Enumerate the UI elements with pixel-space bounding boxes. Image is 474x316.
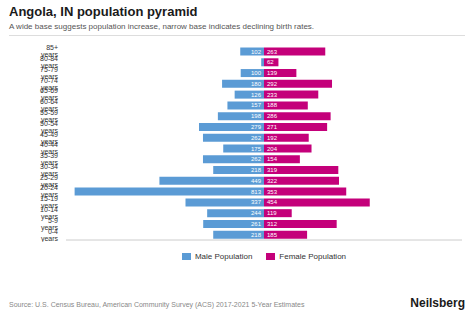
- svg-text:271: 271: [267, 124, 278, 130]
- svg-text:100: 100: [251, 70, 262, 76]
- svg-text:233: 233: [267, 92, 278, 98]
- svg-text:154: 154: [267, 156, 278, 162]
- svg-text:62: 62: [267, 59, 274, 65]
- svg-text:185: 185: [267, 232, 278, 238]
- svg-text:244: 244: [251, 210, 262, 216]
- svg-text:261: 261: [251, 221, 262, 227]
- svg-text:218: 218: [251, 232, 262, 238]
- svg-text:454: 454: [267, 199, 278, 205]
- svg-text:312: 312: [267, 221, 278, 227]
- svg-text:353: 353: [267, 189, 278, 195]
- svg-text:175: 175: [251, 146, 262, 152]
- svg-text:192: 192: [267, 135, 278, 141]
- svg-text:102: 102: [251, 49, 262, 55]
- svg-text:218: 218: [251, 167, 262, 173]
- svg-text:126: 126: [251, 92, 262, 98]
- svg-text:813: 813: [251, 189, 262, 195]
- svg-text:322: 322: [267, 178, 278, 184]
- svg-text:449: 449: [251, 178, 262, 184]
- svg-text:157: 157: [251, 102, 262, 108]
- svg-text:204: 204: [267, 146, 278, 152]
- svg-text:198: 198: [251, 113, 262, 119]
- svg-text:188: 188: [267, 102, 278, 108]
- svg-text:337: 337: [251, 199, 262, 205]
- svg-text:139: 139: [267, 70, 278, 76]
- svg-text:319: 319: [267, 167, 278, 173]
- svg-text:119: 119: [267, 210, 277, 216]
- svg-text:85+years: 85+years: [41, 44, 59, 59]
- svg-text:292: 292: [267, 81, 278, 87]
- svg-text:263: 263: [267, 49, 278, 55]
- svg-text:262: 262: [251, 135, 262, 141]
- svg-text:262: 262: [251, 156, 262, 162]
- svg-text:180: 180: [251, 81, 262, 87]
- svg-text:279: 279: [251, 124, 262, 130]
- svg-text:286: 286: [267, 113, 278, 119]
